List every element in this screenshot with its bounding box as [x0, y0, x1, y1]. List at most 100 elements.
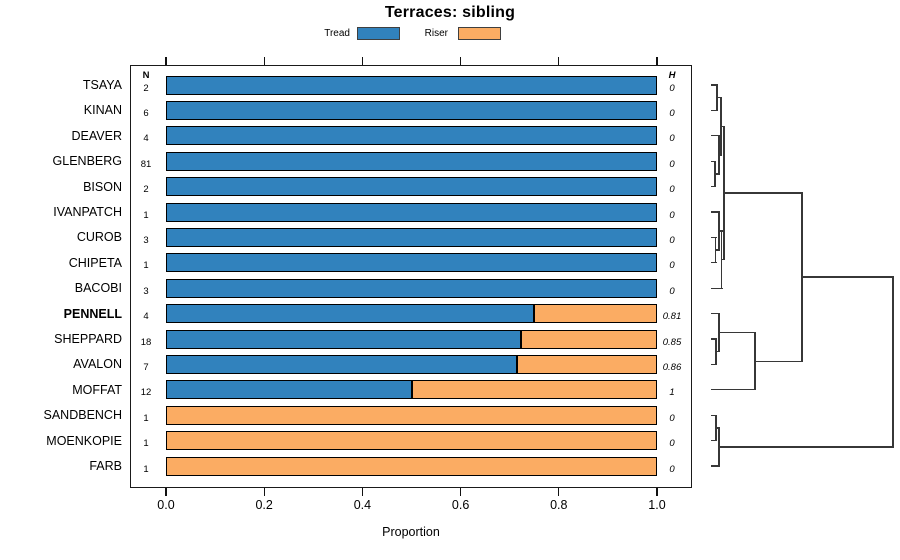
dendrogram-segment [720, 97, 722, 156]
row-label: SANDBENCH [43, 408, 123, 423]
bar-segment-riser [166, 456, 657, 476]
n-value: 1 [143, 412, 149, 424]
row-label: CUROB [76, 230, 122, 245]
h-value: 0 [669, 133, 675, 145]
dendrogram-segment [755, 360, 804, 362]
x-tick-top [165, 57, 167, 65]
dendrogram-segment [801, 192, 803, 362]
h-value: 0 [669, 412, 675, 424]
dendrogram-segment [711, 84, 719, 86]
n-value: 7 [143, 361, 149, 373]
dendrogram-segment [716, 427, 721, 429]
bar-segment-tread [166, 227, 657, 247]
bar-segment-riser [534, 304, 657, 324]
dendrogram-segment [892, 276, 894, 448]
dendrogram-segment [723, 125, 725, 261]
bar-segment-tread [166, 100, 657, 120]
x-tick-bottom [558, 488, 560, 496]
h-value: 0.81 [662, 311, 682, 323]
h-value: 0.85 [662, 336, 682, 348]
x-tick-top [558, 57, 560, 65]
bar-segment-tread [166, 75, 657, 95]
bar-segment-riser [166, 431, 657, 451]
h-value: 0 [669, 260, 675, 272]
dendrogram-segment [711, 211, 721, 213]
dendrogram-segment [721, 125, 726, 127]
n-value: 1 [143, 438, 149, 450]
dendrogram-segment [711, 236, 717, 239]
row-label: AVALON [73, 357, 122, 372]
bar-segment-tread [166, 380, 412, 400]
x-tick-bottom [361, 488, 364, 496]
legend-label-riser: Riser [424, 28, 448, 39]
dendrogram-segment [711, 414, 718, 416]
bar-segment-riser [166, 405, 657, 425]
n-value: 18 [140, 336, 152, 348]
n-value: 1 [143, 209, 149, 221]
h-value: 0 [669, 158, 675, 170]
x-axis-title: Proportion [382, 525, 440, 539]
dendrogram-segment [711, 135, 721, 137]
row-label: SHEPPARD [54, 332, 122, 346]
bar-segment-tread [166, 329, 521, 349]
x-tick-top [459, 57, 462, 65]
chart-title: Terraces: sibling [384, 4, 516, 21]
n-value: 4 [143, 311, 149, 323]
n-value: 2 [143, 184, 149, 196]
dendrogram-segment [711, 312, 721, 315]
n-value: 4 [143, 133, 149, 145]
x-tick-label: 0.0 [157, 498, 175, 512]
bar-segment-tread [166, 354, 517, 374]
dendrogram-segment [711, 185, 717, 188]
dendrogram-segment [717, 97, 723, 99]
dendrogram-segment [714, 160, 716, 188]
dendrogram-segment [715, 338, 717, 366]
dendrogram-segment [720, 230, 723, 289]
dendrogram-segment [711, 287, 723, 289]
dendrogram-segment [716, 351, 721, 353]
bar-segment-riser [516, 354, 657, 374]
dendrogram-segment [718, 135, 720, 175]
dendrogram-segment [715, 173, 721, 175]
h-value: 1 [669, 387, 675, 399]
h-column-header: H [668, 70, 676, 81]
dendrogram-segment [718, 312, 720, 353]
row-label: BISON [83, 179, 122, 194]
n-column-header: N [142, 70, 150, 81]
bar-segment-riser [520, 329, 657, 349]
h-value: 0.86 [662, 361, 682, 373]
bar-segment-riser [411, 380, 657, 400]
row-label: KINAN [83, 103, 122, 118]
row-label: IVANPATCH [53, 205, 122, 219]
x-tick-label: 0.8 [550, 498, 568, 512]
h-value: 0 [669, 463, 675, 475]
h-value: 0 [669, 107, 675, 119]
dendrogram-segment [715, 414, 717, 442]
x-tick-top [656, 57, 658, 65]
dendrogram-segment [802, 276, 895, 278]
dendrogram-segment [719, 331, 757, 334]
dendrogram-segment [719, 446, 895, 448]
bar-segment-tread [166, 253, 657, 273]
dendrogram-segment [724, 192, 804, 194]
x-tick-label: 0.6 [451, 498, 470, 512]
n-value: 1 [143, 463, 149, 475]
row-label: PENNELL [63, 306, 122, 321]
h-value: 0 [669, 82, 675, 94]
x-tick-top [361, 57, 364, 65]
x-tick-bottom [165, 488, 167, 496]
row-label: MOFFAT [72, 382, 122, 397]
dendrogram-segment [718, 211, 720, 251]
dendrogram-segment [715, 249, 721, 251]
h-value: 0 [669, 438, 675, 450]
legend-swatch-riser [458, 26, 501, 40]
bar-segment-tread [166, 278, 657, 298]
dendrogram-segment [711, 338, 718, 340]
dendrogram-segment [711, 160, 717, 162]
n-value: 3 [143, 285, 149, 297]
n-value: 3 [143, 234, 149, 246]
n-value: 1 [143, 260, 149, 272]
dendrogram-segment [711, 109, 719, 112]
dendrogram-segment [711, 262, 717, 264]
row-label: GLENBERG [52, 154, 122, 169]
